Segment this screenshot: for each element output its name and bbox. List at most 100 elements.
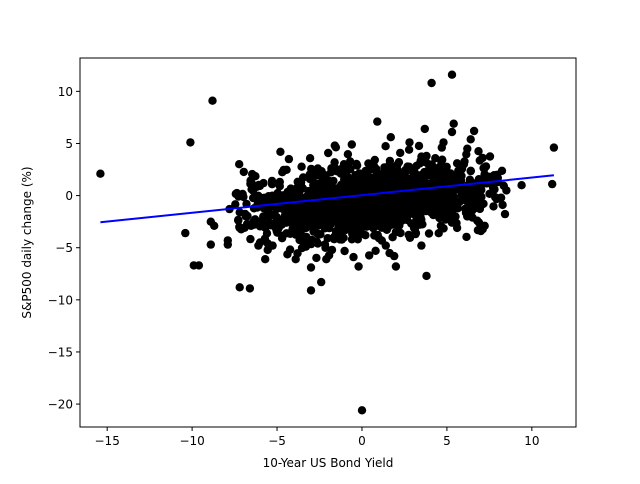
data-point [374,205,383,215]
data-point [422,178,431,188]
data-point [474,147,483,156]
data-point [235,223,244,233]
data-point [386,133,395,142]
data-point [210,221,219,230]
data-point [313,239,322,248]
data-point [96,169,105,178]
data-point [485,189,494,198]
data-point [442,198,451,207]
data-point [291,225,300,235]
data-point [316,171,325,180]
data-point [426,165,435,174]
data-point [275,177,284,187]
data-point [364,219,373,228]
data-point [297,162,306,171]
data-point [424,229,434,238]
regression-line [100,174,555,224]
data-point [357,406,367,415]
data-point [317,178,327,187]
data-point [208,96,217,105]
data-point [404,230,413,240]
data-point [444,172,454,181]
data-point [489,202,498,211]
x-tick-label: 0 [358,434,366,448]
data-point [429,203,438,212]
data-point [382,176,391,186]
x-axis-label: 10-Year US Bond Yield [263,456,394,470]
data-point [485,152,495,161]
data-point [439,224,448,233]
data-point [452,223,462,233]
data-point [349,252,358,262]
x-tick-label: 10 [524,434,539,448]
data-point [433,164,442,173]
data-point [466,166,475,176]
data-point [235,208,244,217]
data-point [194,261,204,270]
data-point [234,216,243,225]
data-point [394,158,404,167]
data-point [347,140,356,149]
data-point [247,178,256,188]
data-point [264,217,273,226]
x-tick-label: −10 [179,434,204,448]
data-point [355,169,364,178]
data-point [345,182,354,192]
y-axis-label: S&P500 daily change (%) [20,166,34,318]
data-point [391,262,401,271]
data-point [301,223,311,233]
data-point [273,188,282,198]
data-point [450,198,459,207]
data-point [374,234,384,243]
data-point [452,159,462,168]
data-point [447,218,457,227]
data-point [431,192,440,201]
data-point [437,143,446,152]
data-point [405,138,414,147]
data-point [253,203,262,212]
data-point [330,141,339,150]
data-point [373,117,382,126]
data-point [292,183,302,193]
data-point [265,204,274,213]
data-point [306,286,316,295]
data-point [447,127,457,137]
data-point [422,151,431,161]
data-point [463,144,472,153]
data-point [418,220,427,229]
data-point [390,251,399,261]
data-point [356,216,365,225]
data-point [235,283,244,292]
x-tick-label: −5 [268,434,286,448]
data-point [325,208,334,217]
data-point [320,215,330,225]
data-point [247,220,256,229]
data-point [370,155,379,165]
data-point [274,203,283,212]
data-point [449,119,458,128]
data-point [206,240,215,249]
data-point [276,147,285,156]
data-point [278,194,287,204]
data-point [324,178,333,187]
data-point [272,212,281,222]
y-axis: −20 −15 −10 −5 0 5 10 [48,85,80,412]
data-point [476,226,486,236]
data-point [370,176,379,185]
x-tick-label: −15 [95,434,120,448]
data-point [406,176,416,186]
data-point [364,202,374,211]
data-point [338,226,347,235]
data-point [312,208,321,217]
data-point [248,169,257,179]
data-point [459,160,469,169]
data-point [339,165,348,174]
data-point [385,208,395,218]
data-point [323,200,333,210]
y-tick-label: 10 [58,85,73,99]
data-point [327,164,336,173]
data-point [354,262,363,271]
data-point [502,186,511,195]
